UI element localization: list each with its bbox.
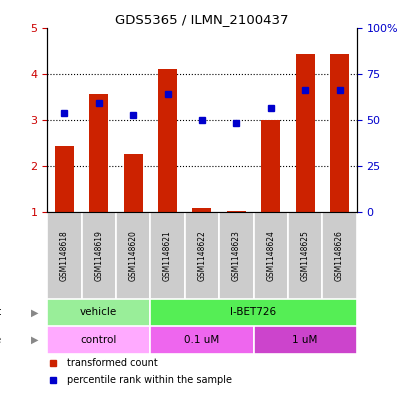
Title: GDS5365 / ILMN_2100437: GDS5365 / ILMN_2100437 — [115, 13, 288, 26]
Text: GSM1148620: GSM1148620 — [128, 230, 137, 281]
Text: GSM1148625: GSM1148625 — [300, 230, 309, 281]
Text: transformed count: transformed count — [67, 358, 157, 367]
Bar — [253, 326, 356, 354]
Bar — [150, 212, 184, 299]
Bar — [150, 326, 253, 354]
Text: vehicle: vehicle — [80, 307, 117, 318]
Bar — [218, 212, 253, 299]
Text: GSM1148622: GSM1148622 — [197, 230, 206, 281]
Text: 0.1 uM: 0.1 uM — [184, 335, 219, 345]
Text: ▶: ▶ — [31, 335, 39, 345]
Bar — [158, 69, 177, 212]
Text: GSM1148623: GSM1148623 — [231, 230, 240, 281]
Bar — [184, 212, 218, 299]
Bar — [47, 299, 150, 326]
Text: control: control — [80, 335, 117, 345]
Bar — [81, 212, 116, 299]
Bar — [287, 212, 321, 299]
Text: agent: agent — [0, 307, 2, 318]
Bar — [116, 212, 150, 299]
Text: GSM1148618: GSM1148618 — [60, 230, 69, 281]
Bar — [55, 146, 74, 212]
Bar — [261, 120, 279, 212]
Bar — [226, 211, 245, 212]
Bar — [192, 208, 211, 212]
Bar — [295, 54, 314, 212]
Text: dose: dose — [0, 335, 2, 345]
Bar — [47, 212, 81, 299]
Text: GSM1148621: GSM1148621 — [163, 230, 172, 281]
Text: GSM1148626: GSM1148626 — [334, 230, 343, 281]
Bar — [321, 212, 356, 299]
Text: GSM1148619: GSM1148619 — [94, 230, 103, 281]
Text: percentile rank within the sample: percentile rank within the sample — [67, 375, 232, 385]
Bar — [150, 299, 356, 326]
Bar — [89, 94, 108, 212]
Text: I-BET726: I-BET726 — [230, 307, 276, 318]
Bar — [47, 326, 150, 354]
Bar — [124, 154, 142, 212]
Text: ▶: ▶ — [31, 307, 39, 318]
Bar — [253, 212, 287, 299]
Bar — [329, 54, 348, 212]
Text: 1 uM: 1 uM — [292, 335, 317, 345]
Text: GSM1148624: GSM1148624 — [265, 230, 274, 281]
